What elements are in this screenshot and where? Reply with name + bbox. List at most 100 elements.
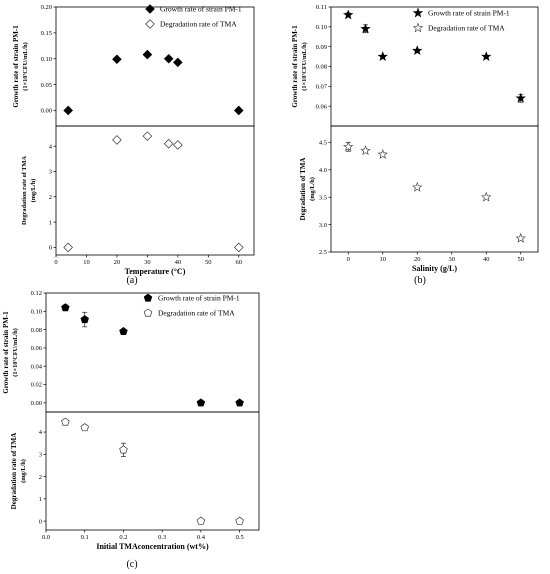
legend-label: Growth rate of strain PM-1 xyxy=(428,9,510,18)
data-point xyxy=(80,315,89,324)
x-tick-label: 40 xyxy=(175,259,182,266)
top-y-tick-label: 0.12 xyxy=(31,290,42,297)
data-point xyxy=(61,303,70,312)
bottom-y-tick-label: 4 xyxy=(39,429,43,436)
x-tick-label: 10 xyxy=(83,259,90,266)
top-y-tick-label: 0.09 xyxy=(316,44,327,51)
bottom-y-tick-label: 3.0 xyxy=(319,222,327,229)
top-y-tick-label: 0.00 xyxy=(41,108,52,115)
bottom-y-tick-label: 4.5 xyxy=(319,140,327,147)
bottom-y-tick-label: 0 xyxy=(49,245,52,252)
x-tick-label: 20 xyxy=(114,259,121,266)
data-point xyxy=(163,138,174,149)
x-tick-label: 0.4 xyxy=(197,534,206,541)
data-point xyxy=(515,92,526,103)
top-y-tick-label: 0.04 xyxy=(31,363,43,370)
data-point xyxy=(61,417,70,426)
data-point xyxy=(63,105,73,116)
data-point xyxy=(233,242,244,253)
data-point xyxy=(112,135,122,145)
top-y-tick-label: 0.06 xyxy=(31,345,43,352)
data-point xyxy=(377,51,388,62)
bottom-y-axis-unit: (mg/L/h) xyxy=(30,179,37,203)
bottom-y-tick-label: 3 xyxy=(39,452,42,459)
top-y-tick-label: 0.10 xyxy=(316,24,327,31)
data-point xyxy=(119,327,128,336)
top-y-tick-label: 0.07 xyxy=(316,84,328,91)
top-y-axis-unit: (1×10⁷CFU/mL/h) xyxy=(301,42,308,91)
x-tick-label: 20 xyxy=(414,256,421,263)
x-tick-label: 50 xyxy=(205,259,212,266)
top-y-tick-label: 0.05 xyxy=(41,82,52,89)
bottom-plot-frame xyxy=(330,125,539,253)
legend-label: Degradation rate of TMA xyxy=(160,20,237,29)
bottom-y-axis-unit: (mg/L/h) xyxy=(20,459,27,483)
top-y-axis-unit: (1×10⁷CFU/mL/h) xyxy=(22,42,29,91)
bottom-y-axis-label: Degradation rate of TMA xyxy=(21,156,28,225)
top-y-tick-label: 0.11 xyxy=(316,4,327,11)
bottom-y-axis-unit: (mg/L/h) xyxy=(309,177,316,201)
x-tick-label: 40 xyxy=(483,256,490,263)
data-point xyxy=(173,140,183,150)
top-y-tick-label: 0.06 xyxy=(316,103,328,110)
data-point xyxy=(80,423,89,432)
data-point xyxy=(63,242,73,253)
top-y-tick-label: 0.00 xyxy=(31,400,42,407)
x-tick-label: 60 xyxy=(236,259,243,266)
x-tick-label: 0.3 xyxy=(158,534,166,541)
x-tick-label: 30 xyxy=(144,259,151,266)
data-point xyxy=(343,9,354,20)
data-point xyxy=(515,232,526,243)
x-tick-label: 0 xyxy=(347,256,350,263)
top-y-tick-label: 0.10 xyxy=(41,56,52,63)
data-point xyxy=(196,398,206,407)
legend-label: Degradation rate of TMA xyxy=(428,24,505,33)
bottom-y-axis-label: Degradation rate of TMA xyxy=(10,433,18,510)
legend-label: Degradation rate of TMA xyxy=(158,309,235,318)
legend-label: Growth rate of strain PM-1 xyxy=(158,294,240,303)
bottom-y-tick-label: 3 xyxy=(49,169,52,176)
bottom-y-tick-label: 1 xyxy=(49,219,52,226)
data-point xyxy=(235,398,244,407)
legend-marker xyxy=(412,7,424,18)
legend-marker xyxy=(145,4,155,14)
data-point xyxy=(481,191,492,202)
legend-label: Growth rate of strain PM-1 xyxy=(160,5,242,14)
top-y-tick-label: 0.20 xyxy=(41,4,52,11)
data-point xyxy=(142,131,153,141)
data-point xyxy=(233,105,244,116)
data-point xyxy=(196,516,206,525)
x-tick-label: 0.1 xyxy=(81,534,89,541)
data-point xyxy=(142,49,153,60)
x-tick-label: 0.2 xyxy=(119,534,127,541)
panel-b: 0 10 20 30 40 50 Salinity (g/L) 0.06 0.07 0.08 0.0… xyxy=(291,4,539,286)
bottom-y-axis-label: Degradation of TMA xyxy=(299,158,307,221)
x-tick-label: 30 xyxy=(449,256,456,263)
bottom-plot-frame xyxy=(45,411,260,531)
bottom-y-tick-label: 0 xyxy=(39,518,42,525)
data-point xyxy=(343,141,354,152)
bottom-y-tick-label: 4 xyxy=(49,143,53,150)
bottom-plot-frame xyxy=(55,125,255,256)
top-y-tick-label: 0.08 xyxy=(31,327,42,334)
data-point xyxy=(112,54,122,65)
data-point xyxy=(412,181,423,192)
data-point xyxy=(412,45,423,56)
bottom-y-tick-label: 2 xyxy=(49,194,52,201)
x-tick-label: 50 xyxy=(518,256,525,263)
x-tick-label: 10 xyxy=(380,256,387,263)
top-y-tick-label: 0.08 xyxy=(316,64,327,71)
panel-label: (b) xyxy=(414,275,426,286)
top-y-axis-label: Growth rate of strain PM-1 xyxy=(2,311,10,394)
legend-marker xyxy=(145,19,155,29)
panel-c: 0.0 0.1 0.2 0.3 0.4 0.5 Initial TMAconcentrati… xyxy=(2,290,260,570)
bottom-y-tick-label: 4.0 xyxy=(319,167,327,174)
top-y-axis-unit: (1×10⁷CFU/mL/h) xyxy=(12,328,19,377)
x-tick-label: 0 xyxy=(54,259,57,266)
data-point xyxy=(163,53,174,64)
panel-label: (a) xyxy=(126,275,137,286)
x-axis-label: Temperature (°C) xyxy=(125,267,186,276)
legend-marker xyxy=(143,308,153,317)
